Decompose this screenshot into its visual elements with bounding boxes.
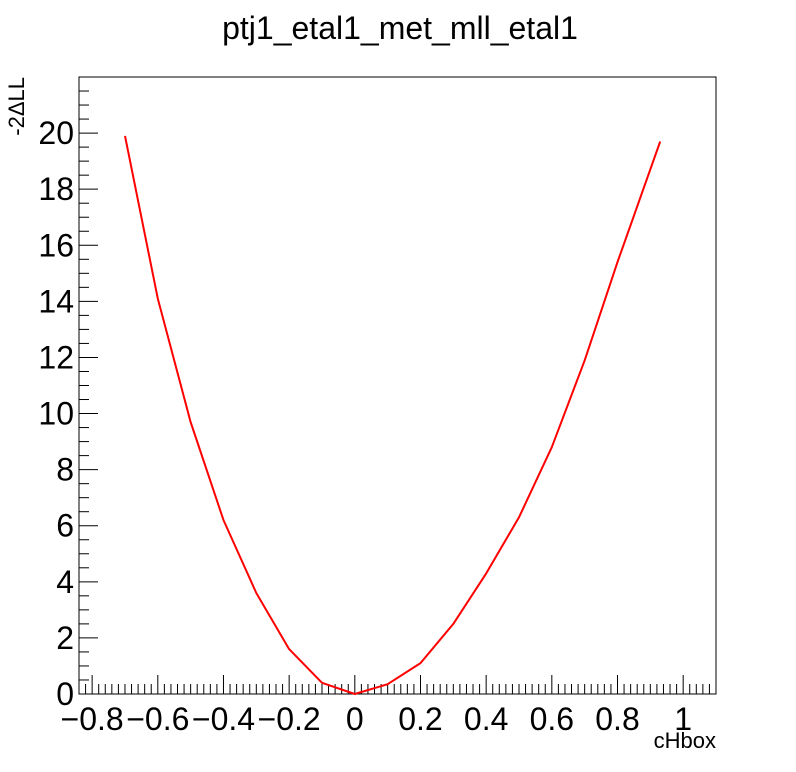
plot-frame xyxy=(78,76,717,695)
y-tick-label: 10 xyxy=(38,396,74,432)
x-tick-label: −0.2 xyxy=(258,701,321,737)
y-tick-label: 16 xyxy=(38,227,74,263)
y-tick-label: 14 xyxy=(38,283,74,319)
x-tick-label: 0.6 xyxy=(530,701,574,737)
x-tick-label: −0.8 xyxy=(61,701,124,737)
y-tick-label: 6 xyxy=(56,508,74,544)
x-tick-label: 0.8 xyxy=(595,701,639,737)
x-tick-label: 0 xyxy=(346,701,364,737)
y-tick-label: 8 xyxy=(56,452,74,488)
y-tick-label: 12 xyxy=(38,339,74,375)
y-tick-label: 18 xyxy=(38,171,74,207)
y-tick-label: 20 xyxy=(38,115,74,151)
x-tick-label: 1 xyxy=(674,701,692,737)
x-tick-label: −0.4 xyxy=(192,701,255,737)
x-tick-label: 0.4 xyxy=(464,701,508,737)
series-line-0 xyxy=(124,135,662,695)
chart-title: ptj1_etal1_met_mll_etal1 xyxy=(222,10,578,46)
y-tick-label: 4 xyxy=(56,564,74,600)
x-tick-label: 0.2 xyxy=(398,701,442,737)
x-axis: −0.8 −0.6 −0.4 −0.2 0 0.2 0.4 0.6 0.8 1 xyxy=(61,675,717,737)
series-layer xyxy=(124,135,662,695)
y-tick-label: 2 xyxy=(56,620,74,656)
y-tick-label: 0 xyxy=(56,676,74,712)
y-axis-label: -2ΔLL xyxy=(4,77,29,136)
y-axis: 0 2 4 6 8 10 12 14 16 18 20 xyxy=(38,76,98,712)
x-axis-label: cHbox xyxy=(654,728,716,753)
x-tick-label: −0.6 xyxy=(126,701,189,737)
